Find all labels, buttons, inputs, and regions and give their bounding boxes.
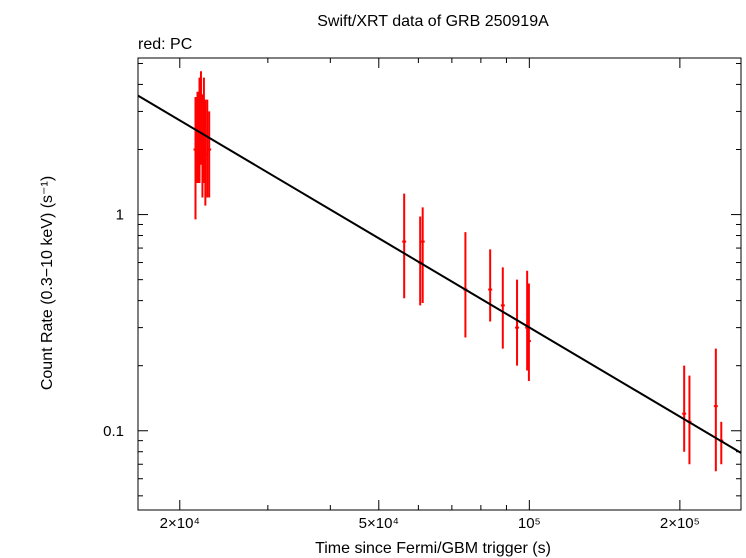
plot-frame bbox=[137, 57, 742, 511]
data-series-pc bbox=[193, 71, 724, 472]
x-axis-label: Time since Fermi/GBM trigger (s) bbox=[315, 540, 551, 557]
x-tick-label: 2×10⁵ bbox=[660, 515, 700, 532]
axis-ticks bbox=[138, 58, 741, 510]
chart-subtitle: red: PC bbox=[138, 36, 192, 53]
x-tick-label: 5×10⁴ bbox=[359, 515, 399, 532]
tick-labels: 2×10⁴ 5×10⁴ 10⁵ 2×10⁵ 1 0.1 bbox=[103, 207, 700, 532]
x-tick-label: 10⁵ bbox=[518, 515, 541, 532]
y-tick-label: 0.1 bbox=[103, 423, 124, 440]
chart-title: Swift/XRT data of GRB 250919A bbox=[317, 13, 549, 30]
fit-line bbox=[137, 94, 742, 454]
fit-line-group bbox=[137, 94, 742, 454]
y-axis-label: Count Rate (0.3−10 keV) (s⁻¹) bbox=[39, 176, 56, 390]
y-tick-label: 1 bbox=[116, 207, 124, 224]
x-tick-label: 2×10⁴ bbox=[160, 515, 200, 532]
